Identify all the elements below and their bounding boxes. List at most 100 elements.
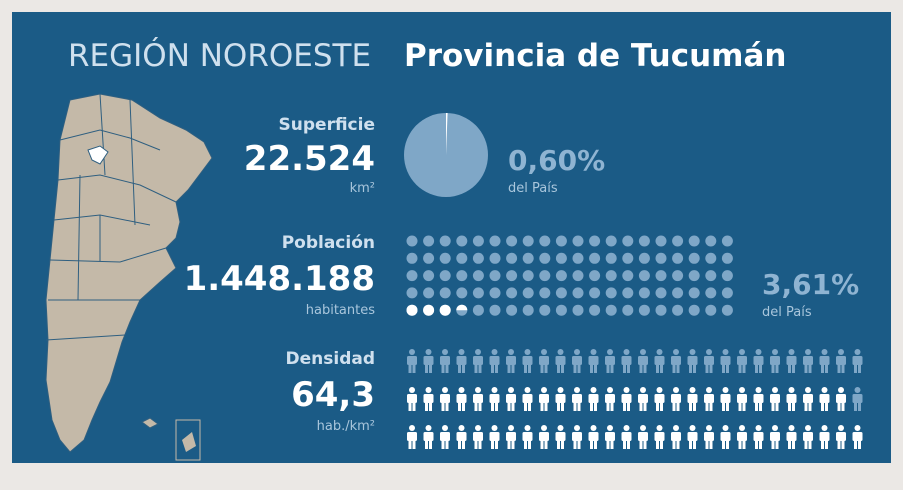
person-body xyxy=(819,394,830,403)
dot xyxy=(721,304,733,316)
person-body xyxy=(704,356,714,365)
person-leg xyxy=(425,440,428,449)
person-body xyxy=(621,394,632,403)
person-body xyxy=(506,356,516,365)
dot xyxy=(721,287,733,299)
person-leg xyxy=(528,402,531,411)
person-leg xyxy=(594,364,597,373)
person xyxy=(506,387,516,411)
person xyxy=(836,425,846,449)
person xyxy=(803,425,813,449)
person-leg xyxy=(738,364,742,373)
person-leg xyxy=(573,440,577,449)
dot xyxy=(456,270,468,282)
person-head xyxy=(838,349,844,355)
person xyxy=(473,349,483,373)
person-head xyxy=(574,425,580,431)
person-leg xyxy=(825,364,828,373)
person-leg xyxy=(709,364,713,373)
person-leg xyxy=(693,440,696,449)
person-leg xyxy=(408,440,412,449)
person-head xyxy=(491,349,498,355)
person-head xyxy=(442,349,448,355)
person-head xyxy=(673,349,679,355)
person-leg xyxy=(808,364,812,373)
person-leg xyxy=(676,402,680,411)
dot xyxy=(672,287,684,299)
dot xyxy=(622,235,634,247)
person-head xyxy=(772,349,778,355)
dot xyxy=(672,252,684,264)
person-head xyxy=(805,349,811,355)
person xyxy=(654,349,665,373)
person-body xyxy=(588,356,599,365)
person-leg xyxy=(672,364,676,373)
person-head xyxy=(656,387,663,393)
person-body xyxy=(522,356,533,365)
person xyxy=(489,349,500,373)
person-leg xyxy=(540,364,544,373)
person-head xyxy=(739,349,745,355)
person-body xyxy=(506,394,516,403)
person-leg xyxy=(837,440,841,449)
person xyxy=(539,387,549,411)
person-leg xyxy=(771,440,775,449)
person-head xyxy=(590,387,597,393)
person xyxy=(605,387,615,411)
person xyxy=(819,425,830,449)
person-body xyxy=(440,394,450,403)
person-leg xyxy=(639,402,643,411)
person-body xyxy=(407,356,417,365)
dot xyxy=(489,270,501,282)
person-head xyxy=(722,387,729,393)
person-body xyxy=(489,394,500,403)
person-head xyxy=(409,387,415,393)
person-body xyxy=(753,356,764,365)
person-head xyxy=(821,349,828,355)
person-head xyxy=(541,387,547,393)
person-leg xyxy=(478,402,482,411)
dot xyxy=(638,270,650,282)
person-leg xyxy=(854,402,857,411)
person-leg xyxy=(854,440,857,449)
person-body xyxy=(671,432,681,441)
person-body xyxy=(522,432,533,441)
person xyxy=(786,425,797,449)
person xyxy=(720,387,731,411)
dot xyxy=(638,252,650,264)
person-head xyxy=(409,349,415,355)
dot xyxy=(539,304,551,316)
person-body xyxy=(572,356,582,365)
person-leg xyxy=(495,364,498,373)
person-leg xyxy=(788,402,791,411)
person-head xyxy=(755,425,762,431)
person-leg xyxy=(540,402,544,411)
person-head xyxy=(458,387,465,393)
superficie-unit: km² xyxy=(350,181,375,196)
person xyxy=(852,349,863,373)
person-body xyxy=(786,432,797,441)
person-leg xyxy=(771,402,775,411)
person-leg xyxy=(557,364,560,373)
person-leg xyxy=(495,402,498,411)
superficie-share: 0,60% xyxy=(508,144,605,177)
person-head xyxy=(574,387,580,393)
dot-filled xyxy=(406,304,418,316)
dot xyxy=(638,304,650,316)
person xyxy=(555,349,566,373)
person xyxy=(407,349,417,373)
person-head xyxy=(821,425,828,431)
person-head xyxy=(788,387,795,393)
dot xyxy=(605,252,617,264)
person-leg xyxy=(709,440,713,449)
person-leg xyxy=(755,364,758,373)
person xyxy=(605,425,615,449)
dot xyxy=(522,252,534,264)
person-leg xyxy=(524,364,527,373)
person-body xyxy=(852,394,863,403)
person xyxy=(572,387,582,411)
person xyxy=(687,425,698,449)
dot-partial xyxy=(456,304,468,311)
dot xyxy=(439,252,451,264)
person xyxy=(621,425,632,449)
